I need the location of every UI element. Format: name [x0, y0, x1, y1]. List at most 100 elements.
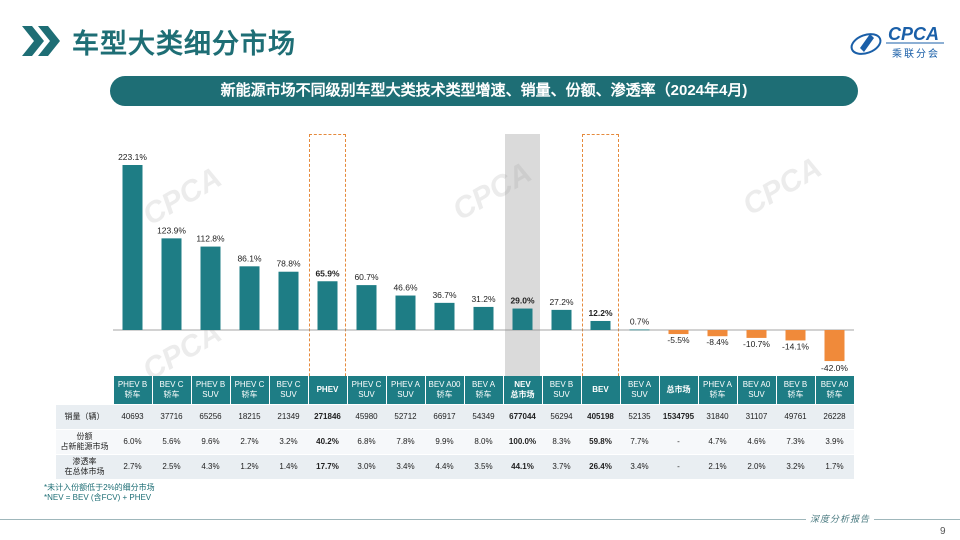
table-header-row: PHEV B 轿车 BEV C 轿车 PHEV B SUV PHEV C 轿车 BEV C SUV…: [56, 376, 855, 405]
table-cell: 4.6%: [737, 429, 776, 455]
table-cell: 40.2%: [308, 429, 347, 455]
table-cell: 21349: [269, 404, 308, 430]
table-cell: 677044: [503, 404, 542, 430]
table-cell: 37716: [152, 404, 191, 430]
logo-text: CPCA: [888, 24, 940, 44]
table-column-header: PHEV B 轿车: [113, 376, 153, 405]
bar-value-label: 12.2%: [588, 308, 613, 318]
bar: [200, 246, 221, 330]
table-cell: 31840: [698, 404, 737, 430]
page-title: 车型大类细分市场: [72, 29, 296, 59]
table-cell: 66917: [425, 404, 464, 430]
table-cell: 3.2%: [269, 429, 308, 455]
bar: [278, 271, 299, 330]
table-cell: 6.0%: [113, 429, 152, 455]
bar: [356, 285, 377, 330]
table-row: 份额 占新能源市场 6.0% 5.6% 9.6% 2.7% 3.2% 40.2% 6.8% 7.8…: [56, 429, 854, 455]
bar-value-label: 60.7%: [354, 272, 379, 282]
bar: [629, 329, 650, 331]
table-row: 销量（辆） 40693 37716 65256 18215 21349 271846 4598…: [56, 404, 854, 430]
logo-subtext: 乘联分会: [892, 49, 940, 60]
bar: [317, 281, 338, 330]
table-cell: 3.0%: [347, 454, 386, 480]
table-cell: 4.4%: [425, 454, 464, 480]
bar: [239, 266, 260, 330]
table-column-header: BEV B 轿车: [776, 376, 816, 405]
table-cell: 40693: [113, 404, 152, 430]
table-column-header: BEV A00 轿车: [425, 376, 465, 405]
footnote-share: *未计入份额低于2%的细分市场: [44, 483, 155, 492]
table-cell: 3.4%: [386, 454, 425, 480]
table-column-header: BEV: [581, 376, 621, 405]
bar-value-label: 112.8%: [196, 234, 225, 244]
bar-value-label: 65.9%: [315, 268, 340, 278]
bar-value-label: 123.9%: [157, 225, 186, 235]
table-cell: 45980: [347, 404, 386, 430]
table-cell: 3.7%: [542, 454, 581, 480]
table-cell: 54349: [464, 404, 503, 430]
table-cell: -: [659, 429, 698, 455]
table-cell: 7.8%: [386, 429, 425, 455]
bar-value-label: 27.2%: [549, 297, 574, 307]
table-column-header: BEV A0 SUV: [737, 376, 777, 405]
growth-bar-chart: 223.1% 123.9% 112.8% 86.1% 78.8% 65.9% 60.7% 46…: [113, 152, 854, 373]
table-column-header: 总市场: [659, 376, 699, 405]
table-cell: 9.6%: [191, 429, 230, 455]
table-column-header: PHEV C 轿车: [230, 376, 270, 405]
bar: [512, 308, 533, 330]
bar: [551, 309, 572, 330]
bar: [707, 330, 728, 337]
table-cell: 26228: [815, 404, 854, 430]
table-cell: 59.8%: [581, 429, 620, 455]
bar-value-label: -5.5%: [667, 335, 690, 345]
table-cell: 31107: [737, 404, 776, 430]
table-cell: 8.0%: [464, 429, 503, 455]
table-cell: 3.5%: [464, 454, 503, 480]
table-cell: 17.7%: [308, 454, 347, 480]
cpca-logo-icon: [850, 33, 944, 55]
bar: [473, 306, 494, 330]
bar-value-label: 29.0%: [510, 296, 535, 306]
table-cell: 271846: [308, 404, 347, 430]
bar-value-label: 78.8%: [276, 259, 301, 269]
table-cell: 9.9%: [425, 429, 464, 455]
table-column-header: BEV C 轿车: [152, 376, 192, 405]
table-corner: [56, 376, 114, 405]
bar: [590, 320, 611, 330]
table-column-header: BEV B SUV: [542, 376, 582, 405]
table-cell: 3.2%: [776, 454, 815, 480]
table-column-header: NEV 总市场: [503, 376, 543, 405]
table-cell: 5.6%: [152, 429, 191, 455]
table-cell: 1.7%: [815, 454, 854, 480]
table-column-header: BEV C SUV: [269, 376, 309, 405]
bar-value-label: 31.2%: [471, 294, 496, 304]
bar-value-label: -8.4%: [706, 337, 729, 347]
bar: [746, 330, 767, 338]
table-cell: -: [659, 454, 698, 480]
table-cell: 26.4%: [581, 454, 620, 480]
table-cell: 3.9%: [815, 429, 854, 455]
bar-value-label: -14.1%: [782, 341, 809, 351]
bar: [395, 295, 416, 330]
table-column-header: BEV A 轿车: [464, 376, 504, 405]
table-column-header: BEV A0 轿车: [815, 376, 855, 405]
bar-value-label: -42.0%: [821, 363, 848, 373]
table-cell: 3.4%: [620, 454, 659, 480]
bar-value-label: 0.7%: [630, 316, 650, 326]
bar-value-label: 86.1%: [237, 253, 262, 263]
footer-text: 深度分析报告: [806, 512, 875, 525]
table-cell: 4.3%: [191, 454, 230, 480]
bar-value-label: 36.7%: [432, 290, 457, 300]
table-cell: 1.2%: [230, 454, 269, 480]
table-cell: 1534795: [659, 404, 698, 430]
table-cell: 56294: [542, 404, 581, 430]
bar-value-label: 46.6%: [393, 283, 418, 293]
bar-value-label: 223.1%: [118, 152, 147, 162]
bar: [161, 238, 182, 330]
table-row-label: 份额 占新能源市场: [56, 429, 113, 455]
chart-title-banner: 新能源市场不同级别车型大类技术类型增速、销量、份额、渗透率（2024年4月): [110, 76, 858, 106]
table-cell: 49761: [776, 404, 815, 430]
data-table: PHEV B 轿车 BEV C 轿车 PHEV B SUV PHEV C 轿车 BEV C SUV…: [56, 376, 855, 480]
table-cell: 4.7%: [698, 429, 737, 455]
table-cell: 8.3%: [542, 429, 581, 455]
